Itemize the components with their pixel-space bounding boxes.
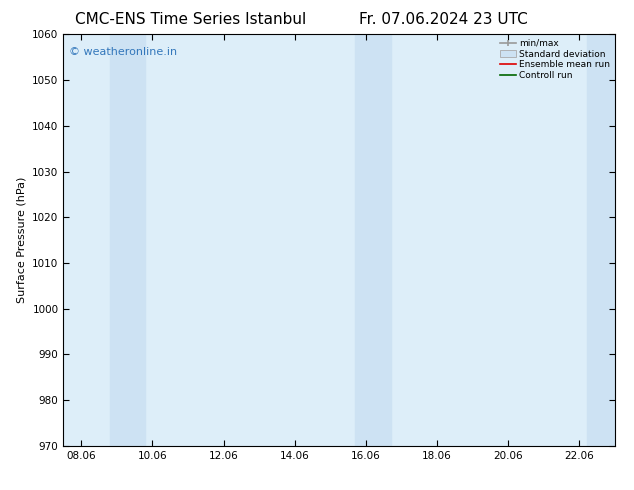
Bar (355, 34, 391, 446)
Text: © weatheronline.in: © weatheronline.in (69, 47, 177, 57)
Bar (63, 34, 99, 446)
Text: CMC-ENS Time Series Istanbul: CMC-ENS Time Series Istanbul (75, 12, 306, 27)
Bar (110, 34, 145, 446)
Bar (586, 34, 615, 446)
Legend: min/max, Standard deviation, Ensemble mean run, Controll run: min/max, Standard deviation, Ensemble me… (498, 37, 612, 82)
Y-axis label: Surface Pressure (hPa): Surface Pressure (hPa) (16, 177, 27, 303)
Text: Fr. 07.06.2024 23 UTC: Fr. 07.06.2024 23 UTC (359, 12, 528, 27)
